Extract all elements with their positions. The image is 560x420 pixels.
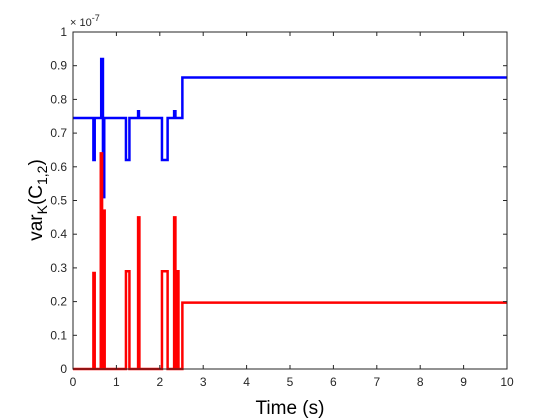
y-axis-label-paren-sub: 1,2 bbox=[34, 165, 50, 185]
plot-area bbox=[73, 32, 507, 369]
x-tick-label: 1 bbox=[113, 375, 120, 389]
x-tick-label: 4 bbox=[243, 375, 250, 389]
x-tick-label: 0 bbox=[70, 375, 77, 389]
y-tick-label: 0.7 bbox=[50, 126, 67, 140]
y-axis-label-sub: K bbox=[34, 204, 50, 214]
y-axis-label-paren-open: (C bbox=[26, 185, 47, 205]
x-tick-label: 9 bbox=[460, 375, 467, 389]
x-tick-label: 5 bbox=[287, 375, 294, 389]
y-tick-label: 0.3 bbox=[50, 261, 67, 275]
exponent-label: × 10-7 bbox=[70, 13, 100, 29]
y-axis-label-main: var bbox=[26, 214, 47, 241]
y-tick-label: 0.6 bbox=[50, 160, 67, 174]
y-tick-label: 1 bbox=[60, 25, 67, 39]
y-axis-label: varK(C1,2) bbox=[26, 159, 50, 241]
y-tick-label: 0 bbox=[60, 362, 67, 376]
y-tick-label: 0.9 bbox=[50, 59, 67, 73]
x-tick-label: 7 bbox=[373, 375, 380, 389]
y-tick-label: 0.4 bbox=[50, 227, 67, 241]
x-tick-label: 3 bbox=[200, 375, 207, 389]
series-line-1 bbox=[73, 57, 507, 199]
y-tick-label: 0.5 bbox=[50, 194, 67, 208]
x-tick-label: 8 bbox=[417, 375, 424, 389]
x-tick-label: 6 bbox=[330, 375, 337, 389]
exponent-base: × 10 bbox=[70, 17, 92, 29]
y-axis-label-paren-close: ) bbox=[26, 159, 47, 165]
x-tick-label: 10 bbox=[500, 375, 514, 389]
tick-layer: 0 1 2 3 4 5 6 7 8 9 10 0 0.1 0.2 0.3 0.4 0.5 0.6 0.7 0.8 0.9… bbox=[50, 25, 514, 389]
x-tick-label: 2 bbox=[156, 375, 163, 389]
y-tick-label: 0.2 bbox=[50, 295, 67, 309]
y-tick-label: 0.8 bbox=[50, 92, 67, 106]
exponent-power: -7 bbox=[92, 13, 100, 23]
x-axis-label: Time (s) bbox=[256, 398, 325, 419]
y-tick-label: 0.1 bbox=[50, 328, 67, 342]
